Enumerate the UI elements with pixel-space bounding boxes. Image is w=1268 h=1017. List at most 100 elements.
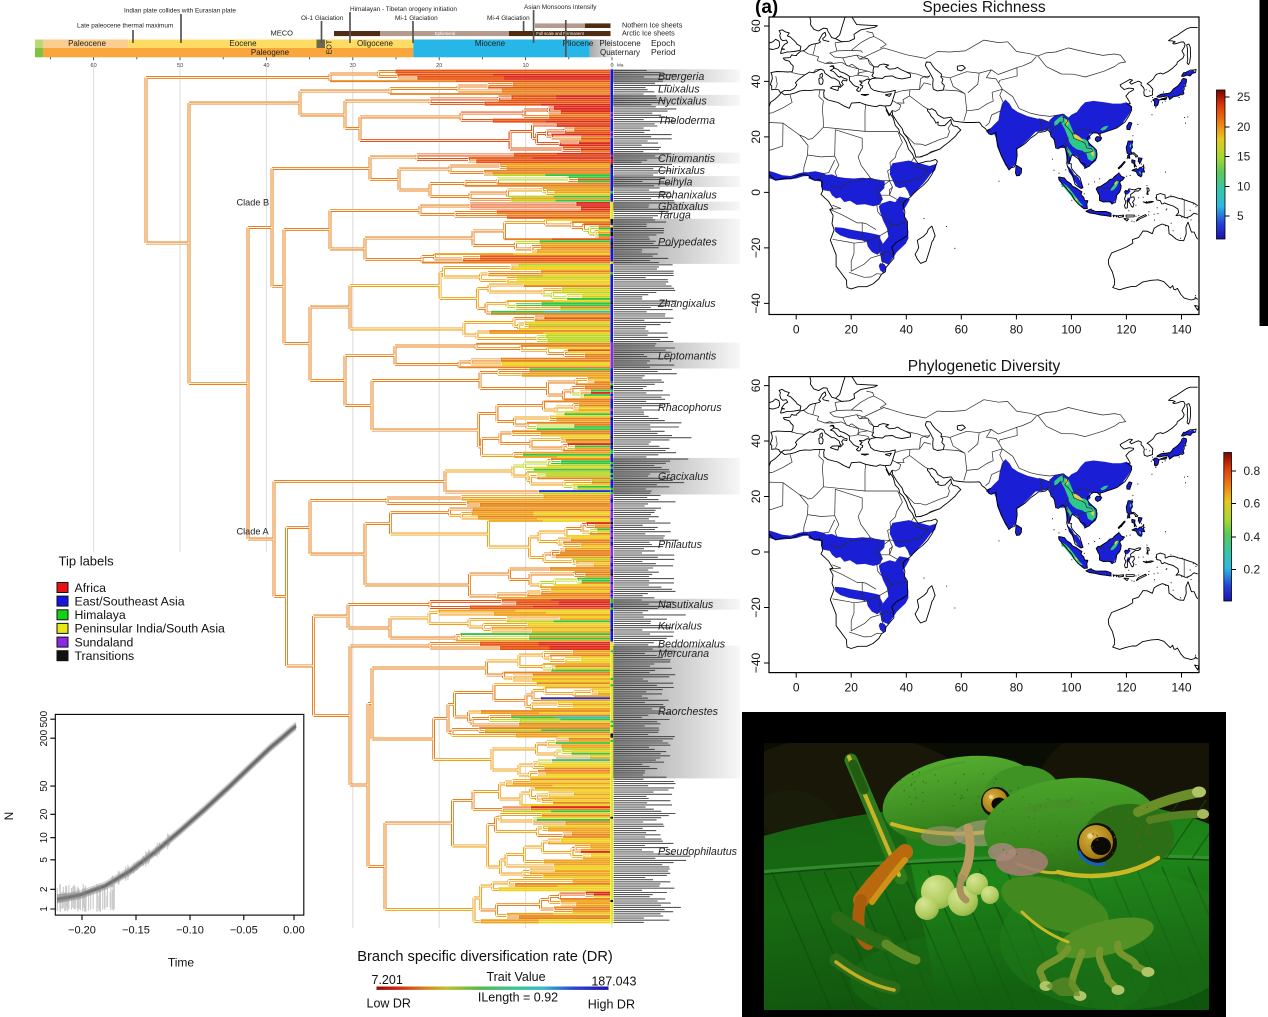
svg-text:−40: −40: [749, 293, 763, 314]
svg-text:60: 60: [955, 323, 969, 337]
svg-text:Phylogenetic Diversity: Phylogenetic Diversity: [908, 358, 1061, 375]
svg-text:ILength = 0.92: ILength = 0.92: [478, 991, 558, 1005]
svg-text:−0.10: −0.10: [176, 925, 204, 937]
svg-text:Himalayan - Tibetan orogeny in: Himalayan - Tibetan orogeny initiation: [350, 6, 457, 13]
svg-text:0: 0: [749, 548, 763, 555]
svg-text:Ghatixalus: Ghatixalus: [658, 201, 709, 213]
svg-text:Mi-4 Glaciation: Mi-4 Glaciation: [487, 15, 530, 22]
svg-text:Africa: Africa: [75, 581, 107, 595]
svg-text:Clade A: Clade A: [237, 527, 270, 537]
svg-text:Eocene: Eocene: [229, 39, 257, 48]
svg-text:Transitions: Transitions: [75, 649, 135, 663]
svg-text:Leptomantis: Leptomantis: [658, 351, 717, 363]
svg-text:80: 80: [1010, 323, 1024, 337]
svg-text:60: 60: [749, 19, 763, 33]
svg-text:Species Richness: Species Richness: [922, 0, 1045, 16]
svg-text:Epoch: Epoch: [651, 38, 675, 48]
svg-text:0.6: 0.6: [1244, 497, 1261, 511]
svg-text:Rohanixalus: Rohanixalus: [658, 189, 717, 201]
svg-text:0: 0: [793, 323, 800, 337]
svg-text:Raorchestes: Raorchestes: [658, 706, 719, 718]
svg-text:Asian Monsoons intensify: Asian Monsoons intensify: [524, 4, 597, 11]
svg-text:60: 60: [749, 379, 763, 393]
svg-text:Taruga: Taruga: [658, 210, 691, 222]
svg-text:20: 20: [845, 323, 859, 337]
svg-text:Buergeria: Buergeria: [658, 71, 704, 83]
svg-text:High DR: High DR: [588, 998, 635, 1012]
svg-text:Sundaland: Sundaland: [75, 635, 134, 649]
svg-text:120: 120: [1116, 323, 1136, 337]
svg-text:Chiromantis: Chiromantis: [658, 153, 716, 165]
svg-text:Branch specific diversificatio: Branch specific diversification rate (DR…: [357, 949, 612, 965]
svg-text:40: 40: [900, 681, 914, 695]
svg-text:Tip labels: Tip labels: [59, 554, 115, 569]
svg-text:20: 20: [749, 130, 763, 144]
svg-text:Zhangixalus: Zhangixalus: [657, 298, 716, 310]
svg-text:Late paleocene thermal maximum: Late paleocene thermal maximum: [77, 23, 173, 30]
svg-text:Quaternary: Quaternary: [600, 48, 640, 57]
svg-text:Nyctixalus: Nyctixalus: [658, 95, 707, 107]
svg-text:0.2: 0.2: [1244, 563, 1261, 577]
svg-text:0: 0: [793, 681, 800, 695]
svg-text:−0.20: −0.20: [68, 925, 96, 937]
svg-text:187.043: 187.043: [591, 975, 636, 989]
svg-text:7.201: 7.201: [372, 973, 403, 987]
svg-text:5: 5: [1237, 209, 1244, 223]
svg-text:20: 20: [845, 681, 859, 695]
svg-text:Pliocene: Pliocene: [563, 39, 594, 48]
svg-text:Kurixalus: Kurixalus: [658, 621, 703, 633]
svg-text:Nasutixalus: Nasutixalus: [658, 599, 714, 611]
svg-text:Peninsular India/South Asia: Peninsular India/South Asia: [75, 622, 226, 636]
svg-text:Pseudophilautus: Pseudophilautus: [658, 846, 738, 858]
svg-text:10: 10: [39, 832, 50, 844]
svg-text:Trait Value: Trait Value: [486, 970, 545, 984]
svg-text:80: 80: [1010, 681, 1024, 695]
svg-text:140: 140: [1171, 681, 1191, 695]
svg-text:−20: −20: [749, 597, 763, 618]
svg-text:40: 40: [749, 74, 763, 88]
svg-text:Nothern Ice sheets: Nothern Ice sheets: [622, 21, 683, 30]
svg-text:Low DR: Low DR: [367, 997, 411, 1011]
svg-text:−0.05: −0.05: [230, 925, 258, 937]
svg-text:Mercurana: Mercurana: [658, 648, 709, 660]
svg-text:10: 10: [1237, 180, 1251, 194]
svg-text:120: 120: [1116, 681, 1136, 695]
svg-text:Chirixalus: Chirixalus: [658, 165, 706, 177]
svg-text:EOT: EOT: [327, 39, 334, 54]
svg-text:Theloderma: Theloderma: [658, 115, 715, 127]
svg-text:50: 50: [39, 780, 50, 792]
svg-text:60: 60: [955, 681, 969, 695]
svg-text:Oi-1 Glaciation: Oi-1 Glaciation: [301, 15, 344, 22]
svg-text:Pleistocene: Pleistocene: [599, 39, 641, 48]
svg-text:Time: Time: [168, 956, 195, 970]
svg-text:Mi-1 Glaciation: Mi-1 Glaciation: [395, 15, 438, 22]
svg-text:Paleocene: Paleocene: [68, 39, 106, 48]
svg-text:N: N: [2, 812, 16, 821]
svg-text:0.8: 0.8: [1244, 464, 1261, 478]
svg-text:140: 140: [1171, 323, 1191, 337]
svg-text:Clade B: Clade B: [237, 198, 270, 208]
svg-text:0: 0: [749, 189, 763, 196]
svg-text:200: 200: [39, 729, 50, 746]
svg-text:2: 2: [39, 886, 50, 892]
svg-text:Arctic Ice sheets: Arctic Ice sheets: [622, 28, 675, 37]
svg-text:5: 5: [39, 857, 50, 863]
svg-text:Ephemeral: Ephemeral: [435, 31, 455, 36]
svg-text:Period: Period: [651, 47, 676, 57]
svg-text:Rhacophorus: Rhacophorus: [658, 402, 722, 414]
svg-text:20: 20: [749, 490, 763, 504]
svg-text:(a): (a): [755, 0, 778, 18]
svg-text:Philautus: Philautus: [658, 539, 703, 551]
svg-text:Paleogene: Paleogene: [251, 48, 290, 57]
svg-text:Full scale and Permanent: Full scale and Permanent: [536, 31, 584, 36]
svg-text:25: 25: [1237, 90, 1251, 104]
svg-text:0.4: 0.4: [1244, 530, 1261, 544]
svg-text:Beddomixalus: Beddomixalus: [658, 639, 726, 651]
svg-text:MECO: MECO: [271, 28, 294, 37]
svg-text:100: 100: [1061, 323, 1081, 337]
svg-text:40: 40: [900, 323, 914, 337]
svg-text:−0.15: −0.15: [122, 925, 150, 937]
svg-text:500: 500: [39, 710, 50, 727]
svg-text:0.00: 0.00: [283, 925, 304, 937]
svg-text:Gracixalus: Gracixalus: [658, 471, 709, 483]
